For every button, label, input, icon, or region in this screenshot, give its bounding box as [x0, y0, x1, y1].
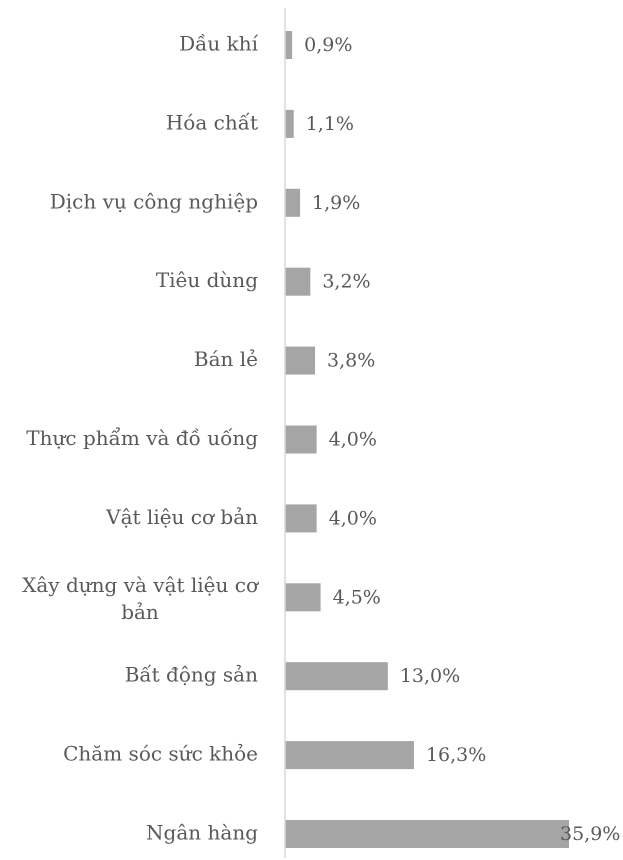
value-label: 13,0% [400, 665, 460, 687]
category-label: Xây dựng và vật liệu cơ [22, 573, 259, 597]
bar [285, 109, 294, 138]
value-label: 3,2% [322, 271, 370, 293]
bar [285, 820, 569, 848]
value-label: 4,0% [329, 507, 377, 529]
category-label: Vật liệu cơ bản [105, 505, 258, 529]
bar [285, 504, 317, 533]
category-label: Chăm sóc sức khỏe [63, 742, 258, 766]
value-label: 16,3% [426, 744, 486, 766]
category-label: Dầu khí [179, 32, 259, 56]
bar [285, 662, 388, 691]
bar [285, 583, 321, 612]
bar [285, 346, 316, 375]
bar [285, 267, 311, 296]
bar [285, 741, 414, 770]
value-label: 4,0% [329, 429, 377, 451]
category-label: Dịch vụ công nghiệp [50, 189, 258, 213]
category-label: Ngân hàng [146, 821, 258, 845]
category-label: Bán lẻ [194, 347, 258, 371]
category-label: Bất động sản [125, 663, 258, 687]
category-label-continued: bản [121, 600, 159, 624]
category-labels-group: Dầu khí Hóa chất Dịch vụ công nghiệp Tiêu d… [22, 32, 259, 845]
value-labels-group: 0,9% 1,1% 1,9% 3,2% 3,8% 4,0% 4,0% 4,5% 13,0% 16,… [304, 34, 620, 845]
value-label: 4,5% [333, 586, 381, 608]
value-label: 0,9% [304, 34, 352, 56]
bar [285, 31, 293, 59]
bar [285, 425, 317, 454]
value-label: 1,9% [312, 192, 360, 214]
category-label: Tiêu dùng [156, 268, 258, 292]
category-label: Hóa chất [166, 110, 258, 134]
value-label: 35,9% [560, 823, 620, 845]
bars-group [285, 31, 569, 848]
bar [285, 188, 301, 217]
value-label: 1,1% [306, 113, 354, 135]
value-label: 3,8% [327, 350, 375, 372]
category-label: Thực phẩm và đồ uống [26, 426, 258, 450]
